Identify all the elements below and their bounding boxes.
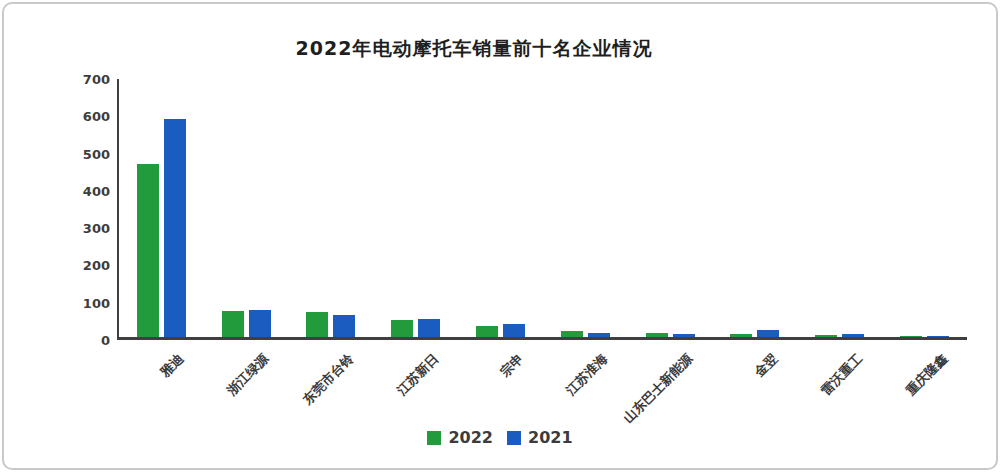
x-category-slot: 江苏新日 <box>373 342 458 432</box>
y-tick-label: 300 <box>83 222 110 235</box>
legend-item: 2021 <box>507 428 573 447</box>
x-axis-labels: 雅迪 浙江绿源东莞市台铃江苏新日 宗申 江苏淮海山东巴士新能源 金翌 雷沃重工重庆隆鑫 <box>119 342 967 432</box>
x-category-slot: 江苏淮海 <box>543 342 628 432</box>
bar-2022 <box>476 326 498 337</box>
x-category-label: 宗申 <box>496 350 527 381</box>
bar-group <box>373 79 458 337</box>
bar-group <box>628 79 713 337</box>
x-category-label: 江苏淮海 <box>563 350 612 399</box>
bar-group <box>204 79 289 337</box>
x-category-slot: 金翌 <box>713 342 798 432</box>
bar-2022 <box>730 334 752 337</box>
bar-2022 <box>561 331 583 337</box>
x-category-slot: 雷沃重工 <box>797 342 882 432</box>
plot-area: 雅迪浙江绿源东莞市台铃江苏新日宗申江苏淮海山东巴士新能源金翌雷沃重工重庆隆鑫 0… <box>117 79 967 340</box>
y-tick-label: 100 <box>83 297 110 310</box>
bar-2022 <box>391 320 413 337</box>
legend-swatch <box>427 431 441 445</box>
bar-groups <box>119 79 967 337</box>
x-category-label: 重庆隆鑫 <box>902 350 951 399</box>
legend-swatch <box>507 431 521 445</box>
bar-2021 <box>418 319 440 337</box>
x-category-slot: 重庆隆鑫 <box>882 342 967 432</box>
bar-group <box>458 79 543 337</box>
bar-2022 <box>900 336 922 337</box>
y-tick-label: 700 <box>83 73 110 86</box>
x-category-slot: 雅迪 <box>119 342 204 432</box>
x-category-label: 江苏新日 <box>393 350 442 399</box>
x-category-label: 金翌 <box>751 350 782 381</box>
legend-label: 2022 <box>448 428 493 447</box>
bar-group <box>119 79 204 337</box>
x-category-label: 雅迪 <box>157 350 188 381</box>
x-category-slot: 宗申 <box>458 342 543 432</box>
y-tick-label: 200 <box>83 259 110 272</box>
bar-2021 <box>842 334 864 337</box>
x-category-label: 东莞市台铃 <box>299 350 358 409</box>
bar-group <box>882 79 967 337</box>
y-tick-label: 500 <box>83 148 110 161</box>
bar-group <box>289 79 374 337</box>
x-category-label: 浙江绿源 <box>223 350 272 399</box>
x-category-slot: 浙江绿源 <box>204 342 289 432</box>
bar-2021 <box>503 324 525 337</box>
bar-2021 <box>164 119 186 337</box>
y-tick-label: 0 <box>101 334 110 347</box>
bar-2022 <box>222 311 244 337</box>
bar-group <box>543 79 628 337</box>
y-tick-label: 400 <box>83 185 110 198</box>
bar-2022 <box>137 164 159 337</box>
bar-group <box>713 79 798 337</box>
legend-label: 2021 <box>528 428 573 447</box>
x-category-label: 雷沃重工 <box>817 350 866 399</box>
x-category-slot: 东莞市台铃 <box>289 342 374 432</box>
chart-card: 2022年电动摩托车销量前十名企业情况 雅迪浙江绿源东莞市台铃江苏新日宗申江苏淮… <box>2 2 998 470</box>
bar-2021 <box>588 333 610 337</box>
bar-2021 <box>927 336 949 337</box>
bar-2022 <box>646 333 668 337</box>
legend: 2022 2021 <box>4 428 996 447</box>
x-category-slot: 山东巴士新能源 <box>628 342 713 432</box>
bar-2022 <box>306 312 328 337</box>
x-category-label: 山东巴士新能源 <box>620 350 697 427</box>
bar-2022 <box>815 335 837 337</box>
chart-title: 2022年电动摩托车销量前十名企业情况 <box>4 36 944 62</box>
y-tick-label: 600 <box>83 110 110 123</box>
bar-2021 <box>333 315 355 337</box>
bar-2021 <box>249 310 271 337</box>
bar-2021 <box>673 334 695 337</box>
bar-2021 <box>757 330 779 337</box>
bar-group <box>797 79 882 337</box>
legend-item: 2022 <box>427 428 493 447</box>
